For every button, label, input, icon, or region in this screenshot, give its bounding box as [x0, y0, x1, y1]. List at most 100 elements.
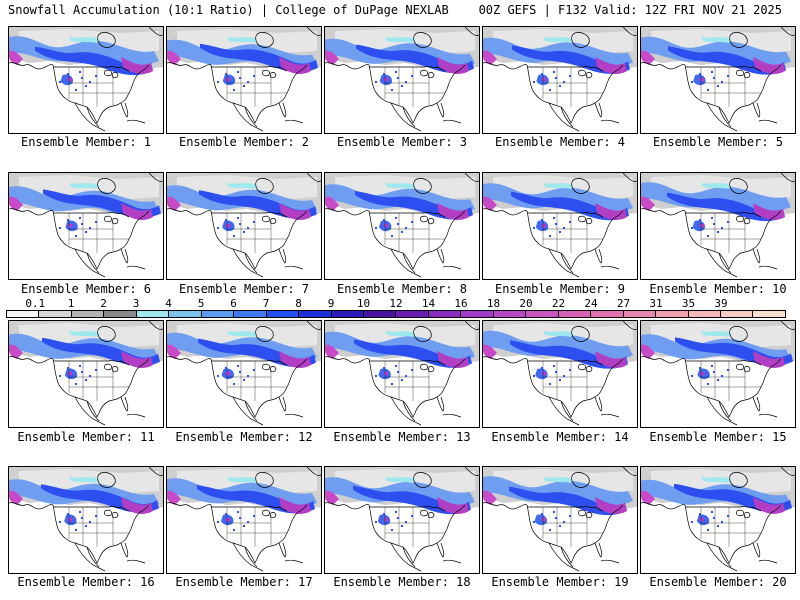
figure-title: Snowfall Accumulation (10:1 Ratio) | Col…: [8, 3, 449, 17]
snowfall-map-image: [9, 173, 163, 278]
colorbar-swatch: [461, 311, 494, 317]
colorbar-tick-label: 14: [421, 297, 436, 310]
ensemble-member-map: [324, 26, 480, 134]
colorbar-tick-label: 20: [519, 297, 533, 310]
colorbar-swatch: [201, 311, 235, 317]
colorbar-swatch: [39, 311, 72, 317]
colorbar-tick-label: 9: [327, 297, 335, 310]
ensemble-member-map: [166, 26, 322, 134]
snowfall-map-image: [641, 173, 795, 278]
snowfall-map-image: [325, 467, 479, 572]
ensemble-member-map: [8, 466, 164, 574]
snowfall-map-image: [167, 173, 321, 278]
ensemble-member-caption: Ensemble Member: 9: [494, 282, 626, 296]
ensemble-member-map: [166, 320, 322, 428]
colorbar-swatch: [169, 311, 202, 317]
colorbar-swatch: [558, 311, 592, 317]
colorbar-tick-label: 10: [356, 297, 371, 310]
colorbar-tick-label: 5: [197, 297, 205, 310]
ensemble-member-map: [482, 172, 638, 280]
colorbar-tick-label: 35: [681, 297, 696, 310]
colorbar-swatch: [656, 311, 689, 317]
valid-time-label: 00Z GEFS | F132 Valid: 12Z FRI NOV 21 20…: [478, 3, 782, 17]
colorbar-tick-label: 0.1: [25, 297, 46, 310]
ensemble-member-map: [640, 466, 796, 574]
colorbar-swatch: [266, 311, 300, 317]
ensemble-member-caption: Ensemble Member: 3: [336, 135, 468, 149]
colorbar-swatch: [104, 311, 137, 317]
ensemble-member-map: [324, 320, 480, 428]
colorbar-swatch: [591, 311, 624, 317]
ensemble-member-caption: Ensemble Member: 11: [17, 430, 155, 444]
colorbar-swatch: [688, 311, 721, 317]
ensemble-member-caption: Ensemble Member: 13: [333, 430, 471, 444]
ensemble-member-caption: Ensemble Member: 6: [20, 282, 152, 296]
ensemble-member-caption: Ensemble Member: 5: [652, 135, 784, 149]
colorbar-swatch: [526, 311, 559, 317]
snowfall-map-image: [483, 321, 637, 426]
ensemble-member-map: [482, 466, 638, 574]
colorbar-swatch: [331, 311, 364, 317]
ensemble-member-map: [482, 26, 638, 134]
colorbar-swatch: [136, 311, 170, 317]
ensemble-member-map: [324, 466, 480, 574]
snowfall-map-image: [325, 321, 479, 426]
ensemble-member-caption: Ensemble Member: 7: [178, 282, 310, 296]
colorbar-swatch: [396, 311, 429, 317]
ensemble-member-caption: Ensemble Member: 12: [175, 430, 313, 444]
colorbar-tick-label: 3: [132, 297, 140, 310]
ensemble-member-caption: Ensemble Member: 18: [333, 575, 471, 589]
colorbar-tick-label: 22: [551, 297, 566, 310]
ensemble-member-caption: Ensemble Member: 10: [649, 282, 787, 296]
snowfall-colorbar: [6, 310, 786, 318]
colorbar-tick-label: 4: [165, 297, 172, 310]
colorbar-tick-label: 1: [67, 297, 75, 310]
snowfall-map-image: [9, 321, 163, 426]
colorbar-swatch: [753, 311, 785, 317]
ensemble-member-caption: Ensemble Member: 14: [491, 430, 629, 444]
ensemble-member-caption: Ensemble Member: 20: [649, 575, 787, 589]
colorbar-tick-label: 6: [230, 297, 237, 310]
colorbar-tick-label: 27: [616, 297, 631, 310]
colorbar-tick-label: 24: [584, 297, 598, 310]
snowfall-map-image: [325, 173, 479, 278]
colorbar-swatch: [428, 311, 462, 317]
ensemble-member-map: [166, 172, 322, 280]
ensemble-member-map: [640, 26, 796, 134]
ensemble-member-map: [8, 172, 164, 280]
snowfall-map-image: [325, 27, 479, 132]
ensemble-member-caption: Ensemble Member: 8: [336, 282, 468, 296]
snowfall-map-image: [9, 27, 163, 132]
colorbar-swatch: [493, 311, 527, 317]
ensemble-member-caption: Ensemble Member: 17: [175, 575, 313, 589]
ensemble-member-map: [482, 320, 638, 428]
snowfall-map-image: [167, 321, 321, 426]
colorbar-tick-label: 12: [389, 297, 403, 310]
snowfall-map-image: [483, 467, 637, 572]
colorbar-swatch: [234, 311, 267, 317]
ensemble-member-caption: Ensemble Member: 19: [491, 575, 629, 589]
ensemble-member-caption: Ensemble Member: 16: [17, 575, 155, 589]
colorbar-tick-label: 7: [262, 297, 270, 310]
snowfall-map-image: [167, 27, 321, 132]
ensemble-member-caption: Ensemble Member: 4: [494, 135, 626, 149]
snowfall-map-image: [641, 27, 795, 132]
snowfall-map-image: [641, 321, 795, 426]
snowfall-map-image: [9, 467, 163, 572]
colorbar-tick-label: 16: [454, 297, 468, 310]
snowfall-map-image: [483, 173, 637, 278]
ensemble-member-caption: Ensemble Member: 2: [178, 135, 310, 149]
ensemble-member-map: [8, 26, 164, 134]
ensemble-member-map: [8, 320, 164, 428]
colorbar-swatch: [7, 311, 40, 317]
snowfall-map-image: [167, 467, 321, 572]
ensemble-member-map: [640, 172, 796, 280]
colorbar-swatch: [720, 311, 754, 317]
colorbar-swatch: [363, 311, 397, 317]
ensemble-member-caption: Ensemble Member: 1: [20, 135, 152, 149]
colorbar-swatch: [623, 311, 657, 317]
ensemble-member-caption: Ensemble Member: 15: [649, 430, 787, 444]
colorbar-tick-label: 31: [649, 297, 663, 310]
ensemble-member-map: [166, 466, 322, 574]
ensemble-member-map: [640, 320, 796, 428]
